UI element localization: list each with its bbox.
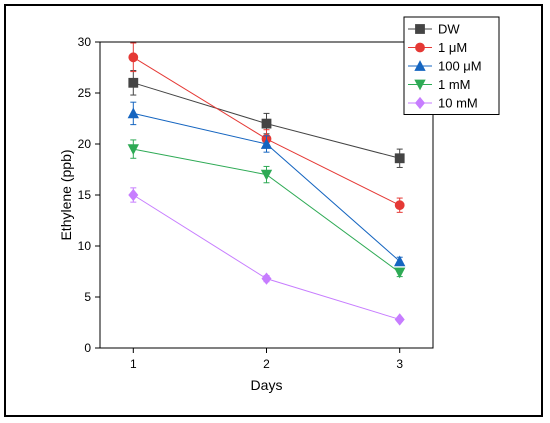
y-tick-label: 20 <box>78 137 92 151</box>
y-tick-label: 0 <box>84 341 91 355</box>
data-point <box>128 188 139 202</box>
x-axis-ticks: 1 2 3 <box>130 348 403 371</box>
legend-label: 1 mM <box>438 77 471 92</box>
series <box>127 101 406 267</box>
data-point <box>394 313 405 326</box>
legend-label: DW <box>438 22 460 37</box>
y-tick-label: 25 <box>78 86 92 100</box>
y-axis-title: Ethylene (ppb) <box>58 149 74 240</box>
data-point <box>394 255 406 267</box>
legend-marker <box>414 96 426 110</box>
legend-marker <box>414 79 426 91</box>
y-tick-label: 10 <box>78 239 92 253</box>
x-tick-label: 3 <box>396 357 403 371</box>
legend: DW 1 μM 100 μM 1 mM 10 mM <box>403 16 500 115</box>
series-line <box>133 194 400 320</box>
series-layer <box>127 42 406 326</box>
data-point <box>394 200 405 211</box>
legend-marker <box>415 42 425 53</box>
x-tick-label: 2 <box>263 357 270 371</box>
data-point <box>260 169 273 181</box>
data-point <box>261 118 272 129</box>
data-point <box>128 52 139 63</box>
series <box>127 139 406 279</box>
data-point <box>127 144 139 155</box>
y-tick-label: 30 <box>78 35 92 49</box>
y-tick-label: 5 <box>84 290 91 304</box>
data-point <box>260 138 273 149</box>
legend-label: 1 μM <box>438 40 467 55</box>
series <box>128 187 405 326</box>
data-point <box>261 272 272 285</box>
y-axis-ticks: 0 5 10 15 20 25 30 <box>78 35 100 355</box>
legend-label: 10 mM <box>438 96 478 111</box>
data-point <box>128 77 139 88</box>
data-point <box>394 153 405 164</box>
x-tick-label: 1 <box>130 357 137 371</box>
legend-marker <box>414 60 426 71</box>
y-tick-label: 15 <box>78 188 92 202</box>
legend-label: 100 μM <box>438 59 482 74</box>
data-point <box>394 267 406 279</box>
x-axis-title: Days <box>251 377 283 393</box>
series <box>128 70 405 168</box>
legend-marker <box>415 24 425 34</box>
data-point <box>127 107 139 119</box>
